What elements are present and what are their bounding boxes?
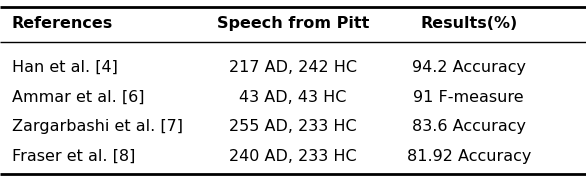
- Text: 240 AD, 233 HC: 240 AD, 233 HC: [229, 149, 357, 164]
- Text: Han et al. [4]: Han et al. [4]: [12, 60, 118, 75]
- Text: 91 F-measure: 91 F-measure: [414, 90, 524, 105]
- Text: 83.6 Accuracy: 83.6 Accuracy: [412, 119, 526, 134]
- Text: 94.2 Accuracy: 94.2 Accuracy: [412, 60, 526, 75]
- Text: Speech from Pitt: Speech from Pitt: [217, 16, 369, 31]
- Text: 217 AD, 242 HC: 217 AD, 242 HC: [229, 60, 357, 75]
- Text: References: References: [12, 16, 113, 31]
- Text: Zargarbashi et al. [7]: Zargarbashi et al. [7]: [12, 119, 183, 134]
- Text: 81.92 Accuracy: 81.92 Accuracy: [407, 149, 531, 164]
- Text: Ammar et al. [6]: Ammar et al. [6]: [12, 90, 144, 105]
- Text: 43 AD, 43 HC: 43 AD, 43 HC: [239, 90, 347, 105]
- Text: 255 AD, 233 HC: 255 AD, 233 HC: [229, 119, 357, 134]
- Text: Fraser et al. [8]: Fraser et al. [8]: [12, 149, 135, 164]
- Text: Results(%): Results(%): [420, 16, 517, 31]
